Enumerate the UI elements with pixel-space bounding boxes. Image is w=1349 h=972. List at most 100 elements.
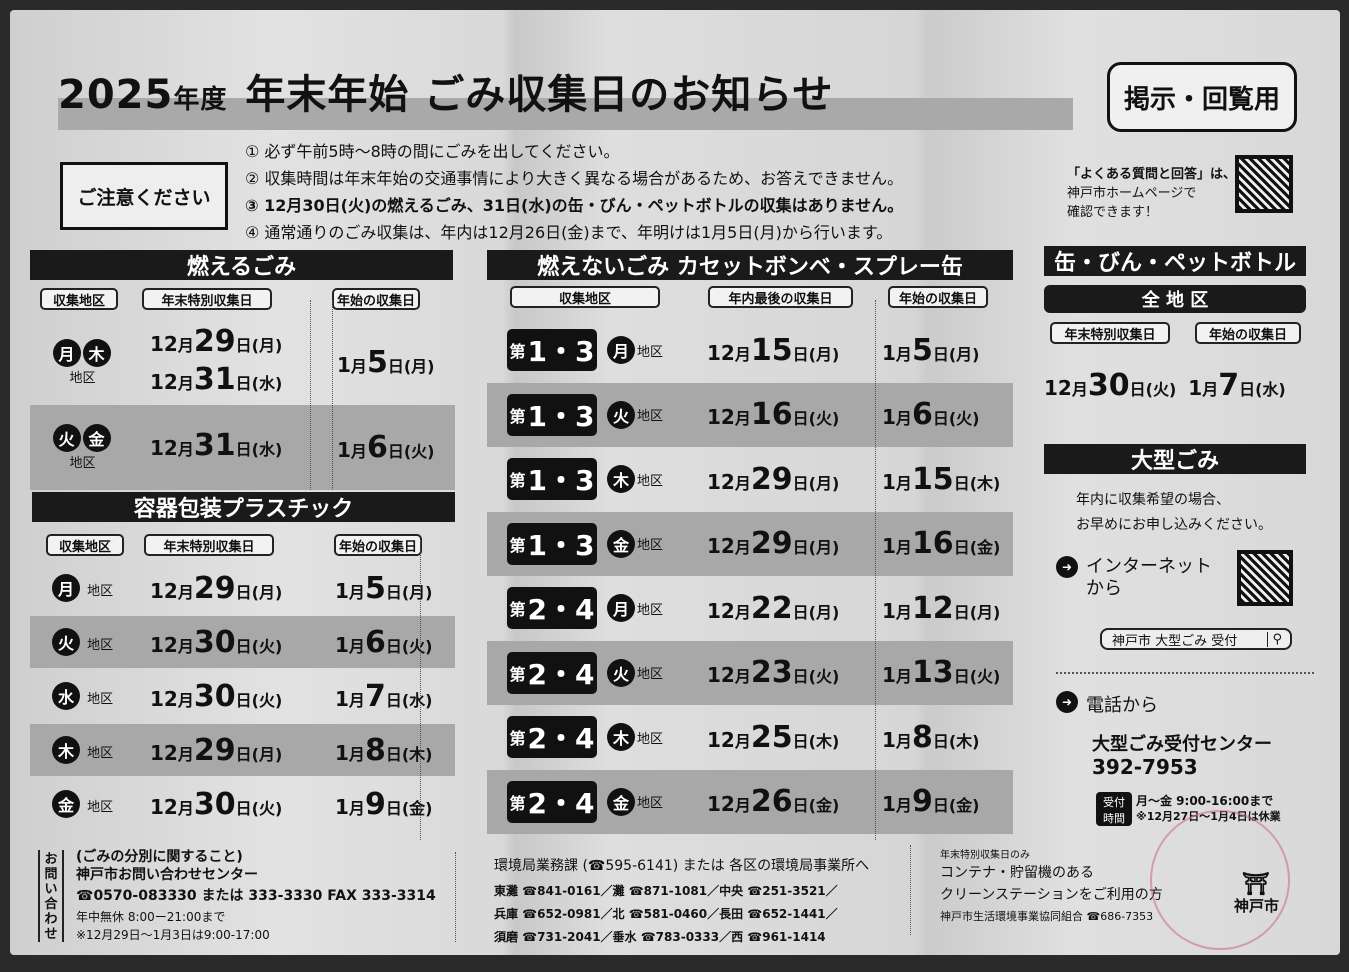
date: 1月6日(火) [337,430,435,465]
week-badge: 第 2・4 [507,716,597,758]
table-row: 火金地区 12月31日(水) 1月6日(火) [30,405,455,490]
col-header: 年始の収集日 [1195,322,1301,344]
date: 12月15日(月) [707,332,840,368]
col-header: 年末特別収集日 [144,534,274,556]
weekday-circle: 金 [82,424,111,452]
arrow-right-icon: ➜ [1056,556,1078,578]
date: 1月6日(火) [882,397,980,432]
weekday-circle: 木 [607,465,635,493]
weekday-circle: 水 [52,682,80,710]
weekday-circle: 月 [607,594,635,622]
table-row: 第 1・3 火 地区 12月16日(火) 1月6日(火) [487,382,1013,447]
large-header: 大型ごみ [1044,444,1306,474]
date: 1月16日(金) [882,526,1001,561]
container-note: コンテナ・貯留機のある クリーンステーションをご利用の方 [940,865,1163,903]
flyer: 2025年度 年末年始 ごみ収集日のお知らせ 掲示・回覧用 ご注意ください ① 必… [10,10,1340,955]
env-contact: 環境局業務課 (☎595-6141) または 各区の環境局事業所へ [494,858,870,874]
date: 1月12日(月) [882,590,1001,626]
date: 1月8日(木) [882,719,980,755]
table-row: 木 地区 12月29日(月) 1月8日(木) [30,724,455,776]
caution-box: ご注意ください [60,162,228,230]
internet-link[interactable]: ➜ インターネット から [1056,556,1212,600]
date: 1月15日(木) [882,461,1001,497]
week-badge: 第 1・3 [507,522,597,565]
special-note: 年末特別収集日のみ [940,850,1030,861]
date: 12月29日(月) [150,323,283,359]
week-badge: 第 2・4 [507,651,597,694]
date: 12月30日(火) [150,624,283,660]
cans-row: 12月30日(火) 1月7日(水) [1044,365,1314,405]
week-badge: 第 1・3 [507,393,597,436]
note: ② 収集時間は年末年始の交通事情により大きく異なる場合があるため、お答えできませ… [245,169,904,188]
page-title: 2025年度 年末年始 ごみ収集日のお知らせ [58,72,834,118]
date: 12月29日(月) [150,570,283,606]
weekday-circle: 月 [607,336,635,364]
approval-stamp [1150,810,1290,950]
table-row: 月木地区 12月29日(月) 12月31日(水) 1月5日(月) [30,320,455,405]
date: 12月29日(月) [150,732,283,768]
weekday-circle: 火 [607,400,635,429]
date: 1月6日(火) [335,624,433,660]
col-header: 収集地区 [40,288,118,310]
col-header: 年末特別収集日 [1050,322,1170,344]
qr-code-icon[interactable] [1237,550,1293,606]
date: 12月25日(木) [707,719,840,755]
date: 12月30日(火) [1044,367,1177,403]
date: 12月31日(水) [150,361,283,397]
office-list: 東灘 ☎841-0161／灘 ☎871-1081／中央 ☎251-3521／ 兵庫… [494,884,838,944]
search-box[interactable]: 神戸市 大型ごみ 受付 ⚲ [1100,628,1292,650]
city-name: 神戸市 [1234,897,1280,915]
table-row: 金 地区 12月30日(火) 1月9日(金) [30,778,455,830]
date: 12月31日(水) [150,427,283,463]
date: 12月26日(金) [707,784,840,819]
column-divider [910,845,911,935]
nonburnable-header: 燃えないごみ カセットボンベ・スプレー缶 [487,250,1013,280]
center-phone[interactable]: 392-7953 [1092,755,1198,779]
column-divider [420,540,421,840]
date: 12月23日(火) [707,655,840,690]
plastic-header: 容器包装プラスチック [32,492,455,522]
weekday-circle: 木 [607,723,635,751]
week-badge: 第 2・4 [507,587,597,629]
col-header: 年始の収集日 [334,534,422,556]
large-note: 年内に収集希望の場合、 お早めにお申し込みください。 [1076,492,1272,533]
col-header: 年内最後の収集日 [708,286,853,308]
qr-code-icon[interactable] [1235,155,1293,213]
faq-text: 「よくある質問と回答」は、 神戸市ホームページで 確認できます！ [1067,167,1237,220]
date: 1月9日(金) [335,786,433,822]
weekday-circle: 金 [607,529,635,558]
table-row: 第 1・3 金 地区 12月29日(月) 1月16日(金) [487,511,1013,576]
date: 1月5日(月) [882,332,980,368]
search-icon: ⚲ [1267,631,1282,647]
table-row: 水 地区 12月30日(火) 1月7日(水) [30,670,455,722]
week-badge: 第 1・3 [507,329,597,371]
date: 1月9日(金) [882,784,980,819]
contact-label: お問い合わせ [38,850,64,942]
col-header: 年始の収集日 [332,288,420,310]
date: 1月7日(水) [335,678,433,714]
burnable-header: 燃えるごみ [30,250,453,280]
table-row: 月 地区 12月29日(月) 1月5日(月) [30,562,455,614]
weekday-circle: 金 [52,790,80,818]
date: 1月5日(月) [335,570,433,606]
date: 12月29日(月) [707,526,840,561]
weekday-circle: 月 [52,339,81,367]
weekday-circle: 月 [52,574,80,602]
cans-header: 缶・びん・ペットボトル [1044,246,1306,276]
contact-center: (ごみの分別に関すること) 神戸市お問い合わせセンター ☎0570-083330 ま… [76,849,436,942]
weekday-circle: 金 [607,787,635,816]
table-row: 第 1・3 木 地区 12月29日(月) 1月15日(木) [487,447,1013,511]
table-row: 第 2・4 木 地区 12月25日(木) 1月8日(木) [487,705,1013,769]
column-divider [875,300,876,840]
column-divider [332,300,333,490]
column-divider [310,300,311,490]
col-header: 収集地区 [46,534,124,556]
table-row: 火 地区 12月30日(火) 1月6日(火) [30,616,455,668]
union-contact: 神戸市生活環境事業協同組合 ☎686-7353 [940,910,1154,923]
note: ③ 12月30日(火)の燃えるごみ、31日(水)の缶・びん・ペットボトルの収集は… [245,196,904,215]
note: ④ 通常通りのごみ収集は、年内は12月26日(金)まで、年明けは1月5日(月)か… [245,223,893,242]
phone-section: ➜ 電話から [1056,691,1158,717]
weekday-circle: 火 [52,424,81,452]
date: 12月30日(火) [150,786,283,822]
hours-badge: 受付時間 [1096,792,1132,826]
